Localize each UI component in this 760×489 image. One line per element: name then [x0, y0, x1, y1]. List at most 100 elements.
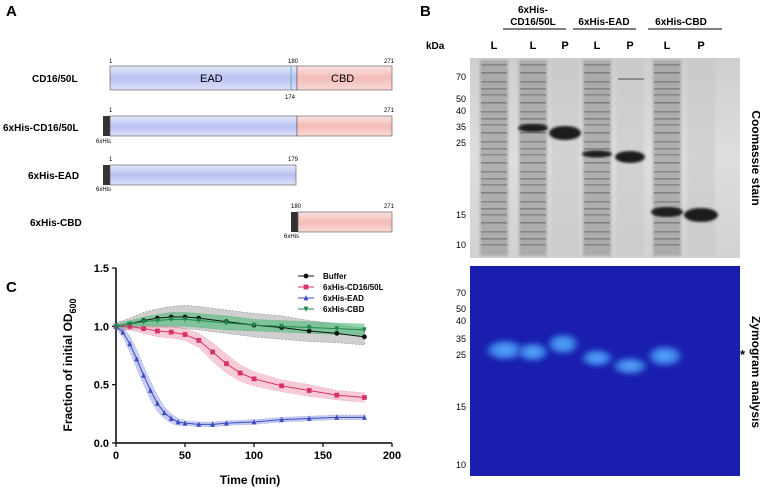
y-tick-label: 0.0 [94, 438, 109, 450]
mw-marker-label: 70 [456, 72, 466, 82]
lane-band-faint [481, 148, 507, 150]
data-point [196, 337, 202, 343]
lane-label: P [697, 40, 704, 52]
data-point [210, 421, 215, 427]
data-point [306, 415, 312, 421]
mw-marker-label: 70 [456, 288, 466, 298]
lane-band-faint [584, 162, 610, 164]
lane-band-faint [654, 201, 680, 203]
lane-band-faint [654, 118, 680, 120]
lane-band-faint [584, 208, 610, 210]
lane-band-faint [584, 111, 610, 113]
lane-band-faint [654, 178, 680, 180]
lane-band-faint [481, 208, 507, 210]
lane-band-faint [584, 214, 610, 216]
data-point [182, 420, 188, 426]
construct-1-split2: 174 [285, 95, 296, 101]
lane-band-faint [584, 148, 610, 150]
data-point [224, 420, 229, 426]
lane-band-faint [654, 222, 680, 224]
mw-marker-label: 10 [456, 460, 466, 470]
data-point [279, 323, 284, 330]
data-point [113, 323, 119, 330]
y-tick-label: 0.5 [94, 380, 109, 392]
lane-band-faint [584, 94, 610, 96]
expressed-band [582, 150, 612, 158]
data-point [251, 376, 257, 382]
construct-3-tag: 6xHis [96, 187, 111, 193]
panel-c-label: C [6, 279, 17, 296]
lane-band-faint [584, 231, 610, 233]
lane-band-faint [520, 102, 546, 104]
lane-band-faint [481, 81, 507, 83]
lane-band-faint [481, 238, 507, 240]
lane-band-faint [654, 192, 680, 194]
legend-label: Buffer [323, 272, 347, 281]
lane-band-faint [481, 72, 507, 74]
lane-band-faint [584, 118, 610, 120]
data-point [196, 421, 202, 427]
lane-band-faint [520, 154, 546, 156]
data-point [334, 414, 340, 420]
lane-label: L [664, 40, 671, 52]
series [113, 316, 367, 333]
lane-label: L [530, 40, 537, 52]
lane-band-faint [584, 102, 610, 104]
lytic-band [515, 341, 551, 363]
mw-marker-label: 10 [456, 240, 466, 250]
legend: Buffer 6xHis-CD16/50L 6xHis-EAD 6xHis-CBD [298, 272, 384, 314]
data-point [334, 326, 340, 332]
lane-band-faint [654, 88, 680, 90]
lane-band-faint [481, 178, 507, 180]
data-point [279, 416, 284, 423]
lane-band-faint [481, 124, 507, 126]
data-point [303, 295, 309, 301]
lane-label: P [626, 40, 633, 52]
lane-label: L [594, 40, 601, 52]
lane-band-faint [520, 148, 546, 150]
lane-band-faint [520, 118, 546, 120]
lane-band-faint [481, 64, 507, 66]
data-point [148, 387, 153, 393]
construct-1-ead-domain [109, 65, 298, 91]
data-point [303, 273, 309, 279]
data-point [141, 372, 146, 378]
markers-top: 70 50 40 35 25 15 10 [456, 72, 466, 250]
lane-band-faint [654, 162, 680, 164]
lane-band-faint [520, 244, 546, 246]
lane-band-faint [654, 111, 680, 113]
lane-band-faint [654, 64, 680, 66]
group-3-label: 6xHis-CBD [655, 17, 707, 28]
data-point [303, 284, 309, 290]
lane-band-faint [584, 72, 610, 74]
data-point [168, 329, 174, 335]
mw-marker-label: 50 [456, 94, 466, 104]
construct-4-tag: 6xHis [284, 234, 299, 240]
data-point [306, 388, 312, 393]
lane-band-faint [481, 111, 507, 113]
construct-1-domain2: CBD [331, 73, 354, 85]
lane-band-faint [584, 141, 610, 143]
lane-band-faint [584, 192, 610, 194]
construct-4-his-tag [291, 212, 298, 232]
lane-band-faint [654, 102, 680, 104]
markers-bottom: 70 50 40 35 25 15 10 [456, 288, 466, 470]
y-axis-title-sub: 600 [68, 298, 78, 313]
lane-band-faint [584, 178, 610, 180]
mw-marker-label: 40 [456, 316, 466, 326]
construct-3-ead-domain [109, 164, 297, 186]
construct-3-start: 1 [109, 157, 113, 163]
data-point [182, 316, 188, 323]
lane-band-faint [654, 148, 680, 150]
y-axis-title-main: Fraction of initial OD [61, 313, 75, 431]
data-point [127, 321, 133, 327]
panel-b-label: B [420, 3, 431, 20]
lane-band-faint [520, 222, 546, 224]
y-axis-title: Fraction of initial OD600 [61, 298, 78, 431]
mw-marker-label: 15 [456, 210, 466, 220]
lane-band-faint [520, 231, 546, 233]
construct-2-name: 6xHis-CD16/50L [3, 123, 79, 134]
data-point [237, 370, 243, 376]
